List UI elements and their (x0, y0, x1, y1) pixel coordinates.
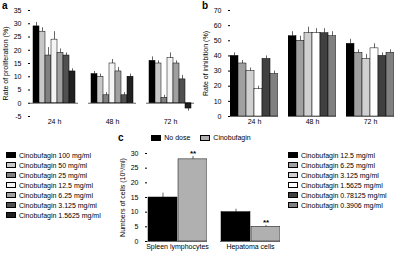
svg-text:70: 70 (214, 7, 222, 14)
svg-text:30: 30 (214, 67, 222, 74)
html-text:Cinobufagin 1.5625 mg/ml: Cinobufagin 1.5625 mg/ml (301, 181, 383, 189)
svg-text:60: 60 (214, 22, 222, 29)
svg-text:48 h: 48 h (106, 118, 120, 125)
html-text:Cinobufagin 6.25 mg/ml: Cinobufagin 6.25 mg/ml (301, 161, 375, 169)
html-text:Cinobufagin 6.25 mg/ml: Cinobufagin 6.25 mg/ml (19, 191, 93, 199)
svg-text:15: 15 (131, 194, 139, 201)
svg-text:Numbers of cells (10⁵/ml): Numbers of cells (10⁵/ml) (119, 158, 127, 237)
svg-text:0: 0 (18, 99, 22, 106)
svg-text:15: 15 (14, 60, 22, 67)
html-text:Cinobufagin: Cinobufagin (213, 134, 251, 141)
svg-text:48 h: 48 h (306, 118, 320, 125)
svg-text:**: ** (263, 218, 270, 227)
svg-text:72 h: 72 h (164, 118, 178, 125)
svg-text:25: 25 (131, 164, 139, 171)
html-text:Cinobufagin 25 mg/ml: Cinobufagin 25 mg/ml (19, 171, 88, 179)
html-text:a: a (2, 0, 8, 11)
svg-text:72 h: 72 h (364, 118, 378, 125)
svg-text:10: 10 (14, 73, 22, 80)
html-text:Cinobufagin 12.5 mg/ml: Cinobufagin 12.5 mg/ml (19, 181, 93, 189)
svg-text:20: 20 (214, 82, 222, 89)
svg-text:10: 10 (214, 98, 222, 105)
svg-text:20: 20 (131, 179, 139, 186)
svg-text:10: 10 (131, 208, 139, 215)
html-text:Cinobufagin 12.5 mg/ml: Cinobufagin 12.5 mg/ml (301, 151, 375, 159)
svg-text:0: 0 (218, 113, 222, 120)
svg-text:20: 20 (14, 46, 22, 53)
html-text:No dose: No dose (164, 134, 191, 141)
svg-text:Hepatoma cells: Hepatoma cells (226, 243, 275, 251)
svg-text:25: 25 (14, 33, 22, 40)
svg-text:5: 5 (135, 223, 139, 230)
svg-text:40: 40 (214, 52, 222, 59)
html-text:Cinobufagin 100 mg/ml: Cinobufagin 100 mg/ml (19, 151, 91, 159)
html-text:b: b (202, 0, 209, 11)
html-text:Cinobufagin 3.125 mg/ml: Cinobufagin 3.125 mg/ml (19, 201, 97, 209)
svg-text:Rate of inhibition (%): Rate of inhibition (%) (202, 31, 210, 96)
html-text:Cinobufagin 3.125 mg/ml: Cinobufagin 3.125 mg/ml (301, 171, 379, 179)
html-text:c: c (118, 132, 124, 143)
svg-text:30: 30 (131, 150, 139, 157)
svg-text:30: 30 (14, 20, 22, 27)
svg-text:Rate of proliferation (%): Rate of proliferation (%) (2, 27, 10, 101)
html-text:Cinobufagin 0.78125 mg/ml: Cinobufagin 0.78125 mg/ml (301, 191, 387, 199)
svg-text:0: 0 (135, 238, 139, 245)
svg-text:24 h: 24 h (248, 118, 262, 125)
svg-text:**: ** (190, 149, 197, 158)
svg-text:Spleen lymphocytes: Spleen lymphocytes (146, 243, 209, 251)
svg-text:24 h: 24 h (48, 118, 62, 125)
svg-text:35: 35 (14, 7, 22, 14)
html-text:Cinobufagin 50 mg/ml: Cinobufagin 50 mg/ml (19, 161, 88, 169)
html-text:Cinobufagin 1.5625 mg/ml: Cinobufagin 1.5625 mg/ml (19, 211, 101, 219)
svg-text:-5: -5 (15, 113, 21, 120)
svg-text:5: 5 (18, 86, 22, 93)
svg-text:50: 50 (214, 37, 222, 44)
html-text:Cinobufagin 0.3906 mg/ml: Cinobufagin 0.3906 mg/ml (301, 201, 383, 209)
